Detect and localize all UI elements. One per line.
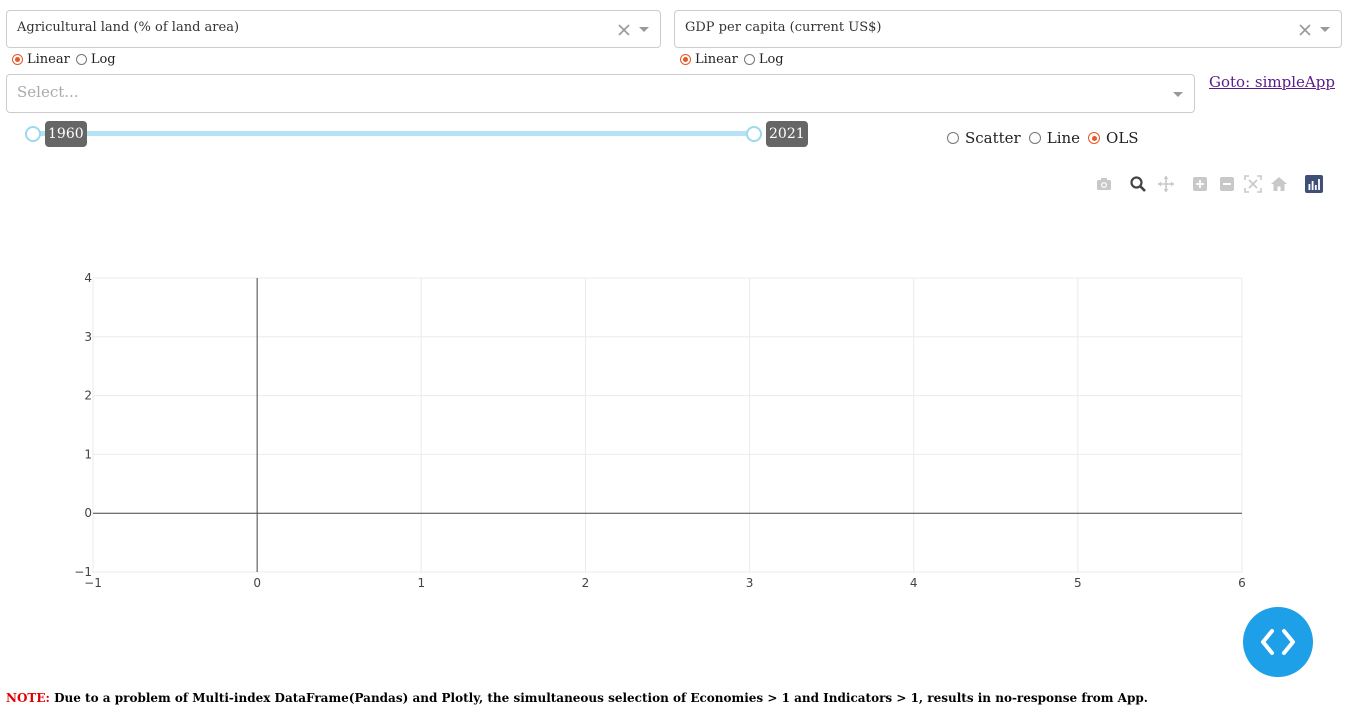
scatter-chart[interactable]: −1 0 1 2 3 4 5 6 −1 0 1 2 3 4 [0,0,1351,620]
y-tick-label: 1 [84,447,92,461]
clear-icon[interactable] [617,23,631,37]
radio-selected-icon[interactable] [1088,132,1101,144]
clear-icon[interactable] [1298,23,1312,37]
radio-unselected-icon[interactable] [75,54,87,65]
y-tick-label: 2 [84,389,92,403]
radio-selected-icon[interactable] [12,54,23,65]
year-slider-max-handle[interactable] [746,126,762,142]
y-scale-log-radio[interactable]: Log [743,52,784,67]
zoom-icon[interactable] [1129,175,1147,193]
x-tick-label: 2 [582,576,590,590]
year-slider-min-tooltip: 1960 [45,121,87,147]
radio-label: Line [1046,129,1081,147]
plot-type-scatter-radio[interactable]: Scatter [947,129,1021,147]
x-tick-label: 1 [417,576,425,590]
y-scale-linear-radio[interactable]: Linear [680,52,738,67]
zoom-out-icon[interactable] [1218,175,1236,193]
x-tick-label: −1 [84,576,102,590]
y-scale-radio-group: Linear Log [680,52,790,67]
code-toggle-button[interactable] [1243,607,1313,677]
y-tick-label: −1 [74,565,92,579]
x-tick-label: 4 [910,576,918,590]
chevron-down-icon[interactable] [1320,27,1330,32]
footer-note: NOTE: Due to a problem of Multi-index Da… [6,691,1148,705]
chevron-down-icon[interactable] [639,27,649,32]
note-label: NOTE: [6,691,50,705]
y-indicator-value: GDP per capita (current US$) [685,20,882,35]
x-tick-label: 6 [1238,576,1246,590]
zoom-in-icon[interactable] [1191,175,1209,193]
y-indicator-dropdown[interactable]: GDP per capita (current US$) [674,10,1342,48]
x-tick-label: 0 [253,576,261,590]
radio-label: Linear [27,52,70,67]
radio-label: Linear [695,52,738,67]
radio-label: OLS [1106,129,1139,147]
chart-zero-lines [93,278,1242,572]
plotly-logo-icon[interactable] [1305,175,1323,193]
radio-unselected-icon[interactable] [947,132,959,144]
economy-select-placeholder: Select... [17,83,79,101]
pan-icon[interactable] [1157,175,1175,193]
radio-unselected-icon[interactable] [1028,132,1041,144]
radio-unselected-icon[interactable] [743,54,755,65]
autoscale-icon[interactable] [1244,175,1262,193]
plot-type-line-radio[interactable]: Line [1028,129,1081,147]
x-scale-log-radio[interactable]: Log [75,52,116,67]
x-tick-label: 5 [1074,576,1082,590]
economy-select[interactable]: Select... [6,74,1195,113]
x-scale-linear-radio[interactable]: Linear [12,52,70,67]
plot-type-ols-radio[interactable]: OLS [1088,129,1139,147]
year-range-slider-track[interactable] [33,131,754,136]
year-slider-min-handle[interactable] [25,126,41,142]
note-text: Due to a problem of Multi-index DataFram… [49,691,1148,705]
chart-grid [92,277,1243,573]
x-indicator-value: Agricultural land (% of land area) [17,20,240,35]
camera-icon[interactable] [1095,175,1113,193]
x-scale-radio-group: Linear Log [12,52,122,67]
chevron-down-icon[interactable] [1173,92,1183,97]
y-tick-label: 4 [84,271,92,285]
y-tick-label: 0 [84,506,92,520]
chart-tick-labels: −1 0 1 2 3 4 5 6 −1 0 1 2 3 4 [74,271,1246,590]
y-tick-label: 3 [84,330,92,344]
year-slider-max-tooltip: 2021 [766,121,808,147]
x-tick-label: 3 [746,576,754,590]
code-brackets-icon [1261,629,1295,655]
goto-simpleapp-link[interactable]: Goto: simpleApp [1209,73,1335,91]
reset-axes-icon[interactable] [1270,175,1288,193]
radio-label: Scatter [965,129,1021,147]
x-indicator-dropdown[interactable]: Agricultural land (% of land area) [6,10,661,48]
radio-selected-icon[interactable] [680,54,691,65]
radio-label: Log [90,52,116,67]
plot-type-radio-group: Scatter Line OLS [947,129,1147,147]
radio-label: Log [758,52,784,67]
